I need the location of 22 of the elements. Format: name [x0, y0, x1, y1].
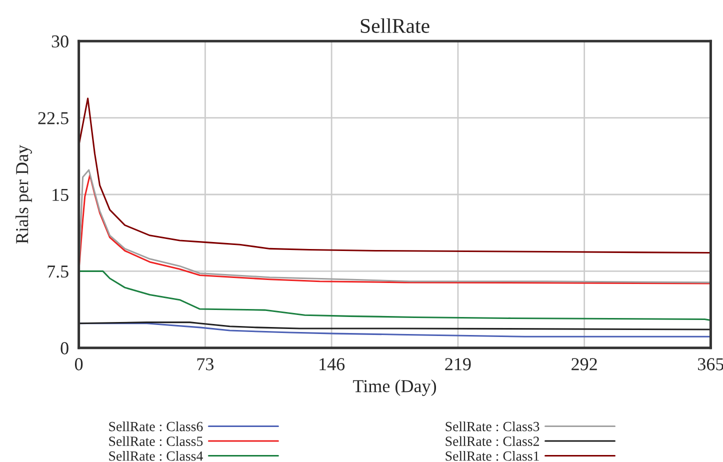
y-tick-label: 22.5: [38, 112, 68, 124]
y-axis-title: Rials per Day: [16, 144, 32, 244]
x-tick-label: 292: [572, 358, 597, 370]
legend-label: SellRate : Class5: [109, 436, 203, 446]
x-tick-label: 0: [74, 358, 83, 370]
legend-label: SellRate : Class4: [109, 450, 203, 461]
legend-label: SellRate : Class3: [446, 421, 540, 432]
legend-label: SellRate : Class6: [109, 421, 203, 432]
chart-title: SellRate: [360, 18, 430, 33]
x-tick-label: 146: [320, 358, 345, 370]
x-axis-title: Time (Day): [353, 380, 436, 396]
legend-label: SellRate : Class1: [446, 450, 539, 461]
y-tick-label: 7.5: [48, 266, 68, 278]
x-tick-label: 219: [445, 358, 471, 370]
line-series: [78, 322, 711, 330]
y-tick-label: 30: [52, 35, 68, 48]
line-series: [78, 270, 711, 322]
line-series: [78, 98, 711, 254]
legend-label: SellRate : Class2: [446, 436, 539, 446]
y-tick-label: 15: [52, 188, 68, 201]
x-tick-label: 73: [197, 358, 214, 370]
y-tick-label: 0: [60, 342, 68, 354]
